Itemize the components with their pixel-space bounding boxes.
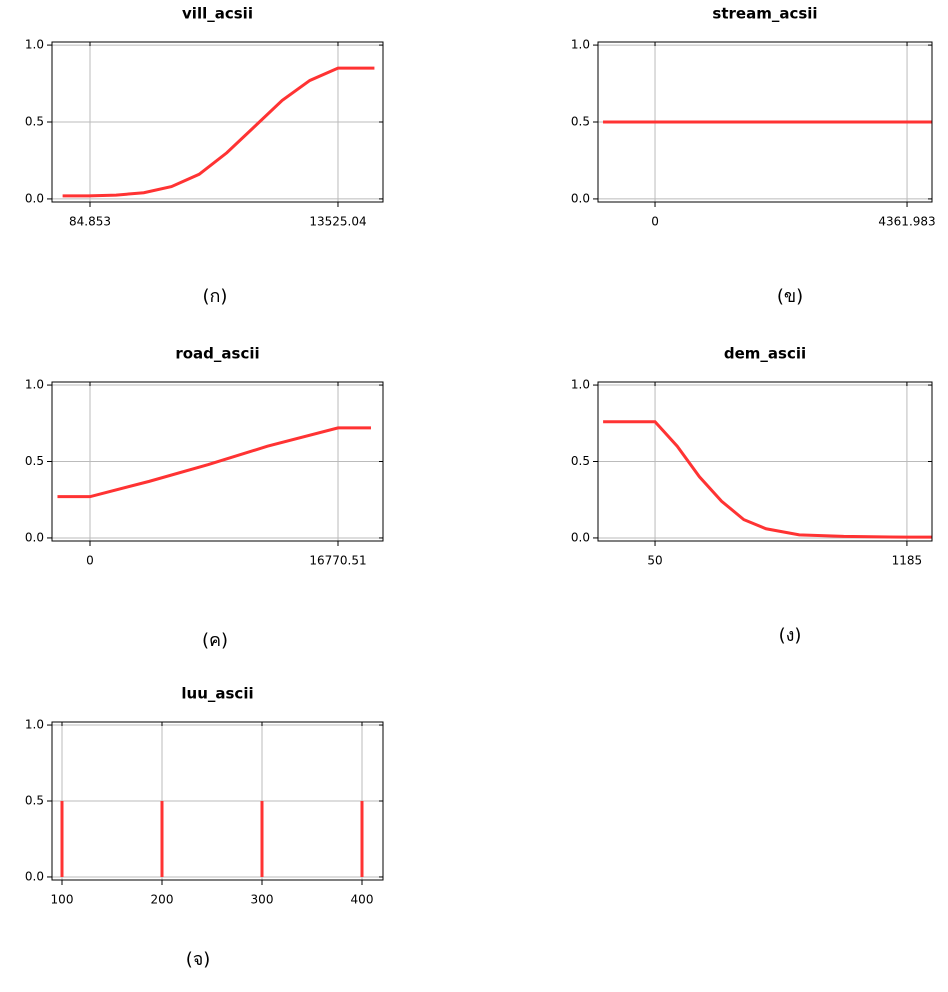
y-tick-label: 1.0 [25, 718, 44, 732]
x-tick-label: 16770.51 [309, 554, 366, 568]
caption: (ง) [779, 625, 802, 646]
caption: (จ) [186, 949, 211, 970]
y-tick-label: 0.5 [25, 454, 44, 468]
chart-title: dem_ascii [724, 345, 806, 363]
y-tick-label: 1.0 [571, 38, 590, 52]
y-tick-label: 0.0 [25, 869, 44, 883]
x-tick-label: 1185 [892, 554, 923, 568]
y-tick-label: 0.5 [25, 794, 44, 808]
y-tick-label: 1.0 [571, 378, 590, 392]
chart-title: road_ascii [175, 345, 259, 363]
plot-frame [51, 41, 384, 203]
y-tick-label: 1.0 [25, 378, 44, 392]
x-tick-label: 400 [351, 893, 374, 907]
caption: (ก) [203, 286, 228, 307]
y-tick-label: 0.0 [25, 530, 44, 544]
x-tick-label: 300 [251, 893, 274, 907]
plot-frame [597, 381, 933, 542]
x-tick-label: 0 [86, 554, 94, 568]
y-tick-label: 0.0 [25, 191, 44, 205]
y-tick-label: 0.0 [571, 191, 590, 205]
plot-frame [51, 381, 384, 542]
x-tick-label: 0 [651, 215, 659, 229]
x-tick-label: 13525.04 [309, 215, 366, 229]
x-tick-label: 100 [51, 893, 74, 907]
chart-title: stream_acsii [712, 5, 817, 23]
y-tick-label: 0.0 [571, 530, 590, 544]
x-tick-label: 4361.983 [878, 215, 935, 229]
response-curve [57, 426, 371, 499]
plot-frame [597, 41, 933, 203]
y-tick-label: 0.5 [571, 115, 590, 129]
y-tick-label: 0.5 [571, 454, 590, 468]
caption: (ข) [777, 286, 803, 307]
response-curve [62, 66, 375, 198]
x-tick-label: 200 [151, 893, 174, 907]
y-tick-label: 1.0 [25, 38, 44, 52]
caption: (ค) [202, 630, 228, 651]
x-tick-label: 84.853 [69, 215, 111, 229]
response-curve [603, 420, 932, 539]
chart-title: vill_acsii [182, 5, 253, 23]
chart-title: luu_ascii [181, 685, 253, 703]
y-tick-label: 0.5 [25, 115, 44, 129]
x-tick-label: 50 [647, 554, 662, 568]
plot-frame [51, 721, 384, 881]
